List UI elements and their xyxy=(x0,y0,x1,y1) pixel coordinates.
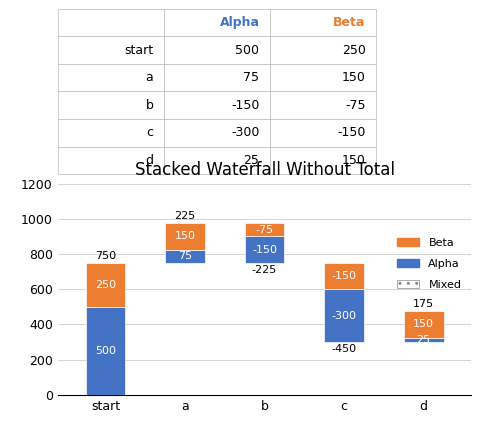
Text: 175: 175 xyxy=(412,299,433,309)
Bar xyxy=(244,223,284,236)
Text: 75: 75 xyxy=(178,251,192,261)
Text: -300: -300 xyxy=(331,311,356,320)
Bar xyxy=(165,250,204,263)
Text: 750: 750 xyxy=(95,251,116,261)
Bar xyxy=(403,311,443,338)
Text: 500: 500 xyxy=(95,346,116,356)
Bar xyxy=(165,223,204,250)
Text: -75: -75 xyxy=(255,225,273,235)
Text: 250: 250 xyxy=(95,280,116,290)
Bar xyxy=(403,338,443,342)
Text: -450: -450 xyxy=(331,344,356,354)
Text: 25: 25 xyxy=(416,335,430,345)
Text: -150: -150 xyxy=(331,271,356,281)
Text: 150: 150 xyxy=(174,232,195,242)
Text: 225: 225 xyxy=(174,211,195,221)
Bar xyxy=(85,263,125,307)
Text: -225: -225 xyxy=(252,265,276,275)
Text: 150: 150 xyxy=(412,319,433,329)
Bar xyxy=(85,307,125,395)
Bar xyxy=(324,263,363,289)
Bar xyxy=(244,236,284,263)
Text: -150: -150 xyxy=(252,245,276,255)
Bar xyxy=(324,289,363,342)
Title: Stacked Waterfall Without Total: Stacked Waterfall Without Total xyxy=(134,161,394,179)
Legend: Beta, Alpha, Mixed: Beta, Alpha, Mixed xyxy=(392,233,465,294)
